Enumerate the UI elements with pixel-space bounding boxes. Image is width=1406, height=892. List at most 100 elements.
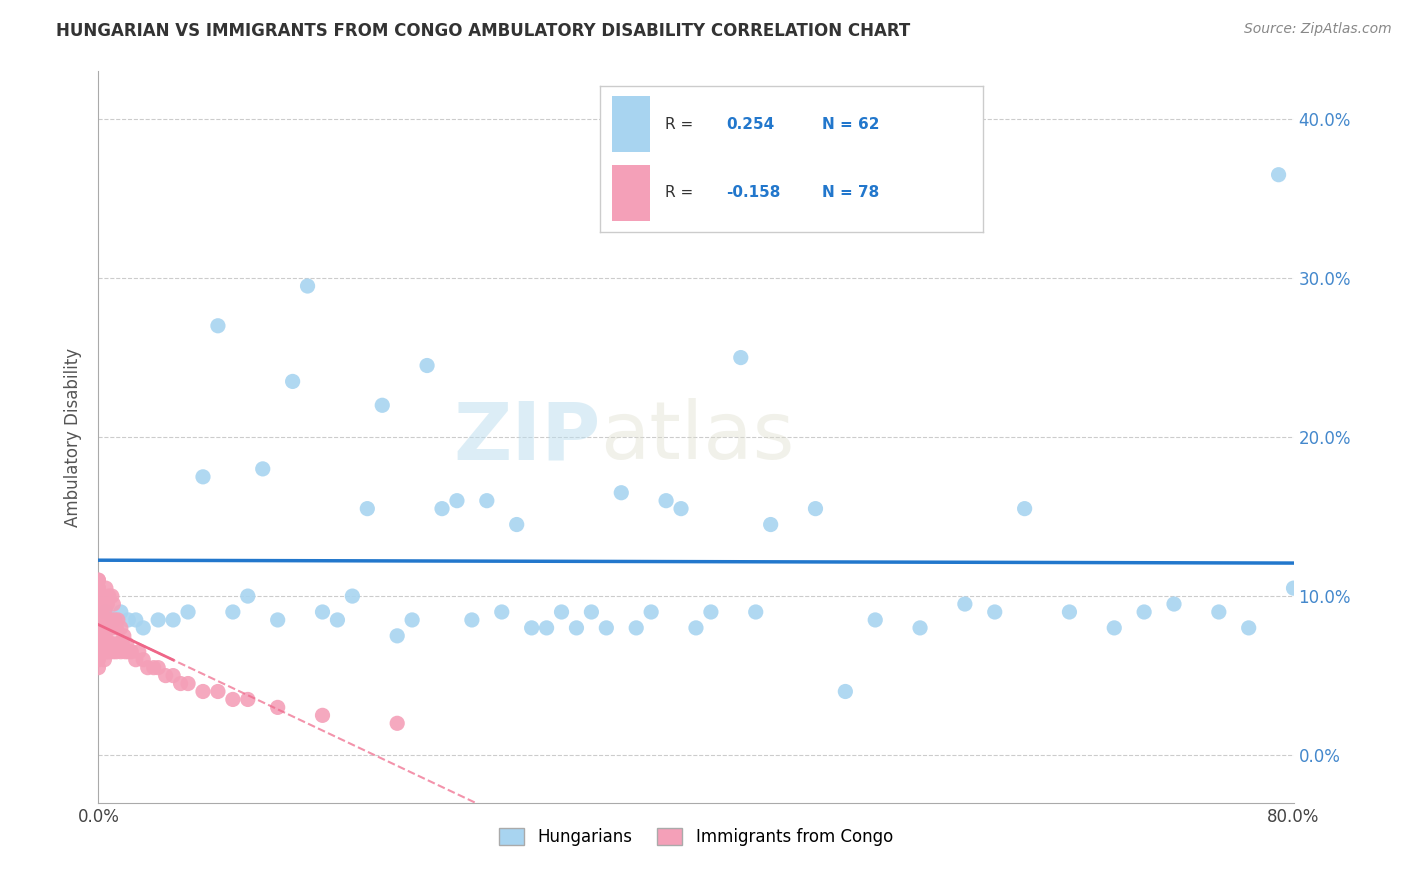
Point xyxy=(87,637,110,651)
Point xyxy=(207,684,229,698)
Point xyxy=(93,605,115,619)
Point xyxy=(132,621,155,635)
Point xyxy=(94,605,117,619)
Point xyxy=(142,660,165,674)
Point xyxy=(105,645,128,659)
Point xyxy=(110,605,132,619)
Point xyxy=(356,501,378,516)
Point xyxy=(96,621,118,635)
Point xyxy=(169,676,191,690)
Point xyxy=(1267,168,1289,182)
Point xyxy=(385,629,409,643)
Point xyxy=(97,613,120,627)
Point xyxy=(105,621,128,635)
Point xyxy=(87,621,110,635)
Point xyxy=(87,581,110,595)
Point xyxy=(107,637,129,651)
Point xyxy=(685,621,707,635)
Point xyxy=(520,621,543,635)
Point xyxy=(87,613,110,627)
Point xyxy=(177,676,200,690)
Point xyxy=(581,605,603,619)
Point xyxy=(103,613,125,627)
Point xyxy=(112,629,135,643)
Point xyxy=(110,645,132,659)
Point xyxy=(953,597,976,611)
Point xyxy=(1014,501,1036,516)
Text: atlas: atlas xyxy=(600,398,794,476)
Point xyxy=(1133,605,1156,619)
Point xyxy=(236,692,259,706)
Point xyxy=(1237,621,1260,635)
Point xyxy=(87,660,110,674)
Point xyxy=(97,589,120,603)
Point xyxy=(87,621,110,635)
Point xyxy=(120,645,142,659)
Point xyxy=(93,653,115,667)
Point xyxy=(655,493,678,508)
Point xyxy=(87,653,110,667)
Point xyxy=(87,589,110,603)
Point xyxy=(565,621,588,635)
Point xyxy=(148,613,170,627)
Point xyxy=(94,597,117,611)
Point xyxy=(281,375,304,389)
Y-axis label: Ambulatory Disability: Ambulatory Disability xyxy=(65,348,83,526)
Point xyxy=(117,645,139,659)
Point xyxy=(610,485,633,500)
Point xyxy=(94,581,117,595)
Point xyxy=(430,501,453,516)
Point xyxy=(177,605,200,619)
Point xyxy=(114,645,136,659)
Point xyxy=(536,621,558,635)
Point xyxy=(103,645,125,659)
Point xyxy=(107,613,129,627)
Point xyxy=(222,605,245,619)
Point xyxy=(700,605,723,619)
Point xyxy=(98,621,122,635)
Point xyxy=(110,621,132,635)
Point xyxy=(595,621,617,635)
Point xyxy=(759,517,782,532)
Point xyxy=(804,501,827,516)
Point xyxy=(252,462,274,476)
Point xyxy=(136,660,159,674)
Point xyxy=(865,613,887,627)
Point xyxy=(90,645,112,659)
Point xyxy=(834,684,856,698)
Point xyxy=(90,605,112,619)
Point xyxy=(111,637,134,651)
Point xyxy=(94,613,117,627)
Point xyxy=(267,613,290,627)
Point xyxy=(491,605,513,619)
Point xyxy=(87,605,110,619)
Point xyxy=(98,645,122,659)
Point xyxy=(148,660,170,674)
Point xyxy=(908,621,931,635)
Point xyxy=(191,684,214,698)
Point xyxy=(103,597,125,611)
Point xyxy=(385,716,409,731)
Point xyxy=(87,597,110,611)
Point xyxy=(371,398,394,412)
Text: HUNGARIAN VS IMMIGRANTS FROM CONGO AMBULATORY DISABILITY CORRELATION CHART: HUNGARIAN VS IMMIGRANTS FROM CONGO AMBUL… xyxy=(56,22,911,40)
Point xyxy=(669,501,692,516)
Point xyxy=(1104,621,1126,635)
Point xyxy=(104,613,127,627)
Legend: Hungarians, Immigrants from Congo: Hungarians, Immigrants from Congo xyxy=(492,822,900,853)
Point xyxy=(94,629,117,643)
Point xyxy=(125,613,148,627)
Point xyxy=(101,637,124,651)
Point xyxy=(416,359,439,373)
Point xyxy=(640,605,662,619)
Point xyxy=(96,597,118,611)
Point xyxy=(132,653,155,667)
Point xyxy=(87,589,110,603)
Point xyxy=(103,621,125,635)
Point xyxy=(87,605,110,619)
Point xyxy=(125,653,148,667)
Point xyxy=(108,637,131,651)
Point xyxy=(207,318,229,333)
Point xyxy=(87,605,110,619)
Text: ZIP: ZIP xyxy=(453,398,600,476)
